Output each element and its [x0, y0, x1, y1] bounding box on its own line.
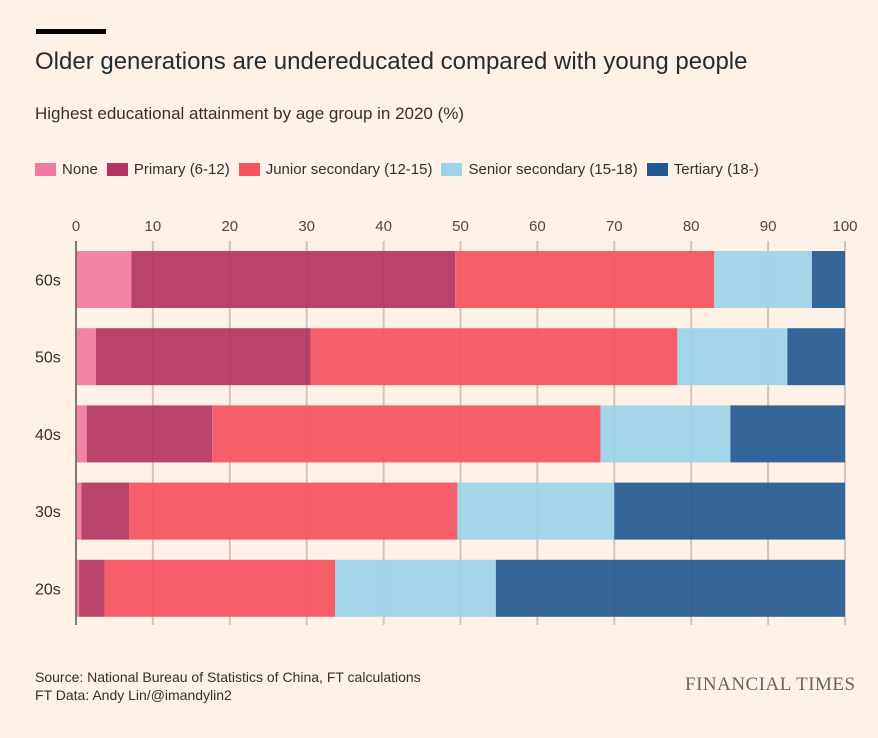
- bar-segment: [76, 328, 96, 386]
- category-label: 30s: [35, 504, 61, 521]
- bar-segment: [455, 251, 715, 308]
- bar-segment: [131, 251, 456, 308]
- bar-segment: [79, 559, 105, 617]
- legend-item-junior-secondary: Junior secondary (12-15): [238, 161, 433, 178]
- bar-segment: [714, 251, 812, 308]
- bar-segment: [495, 559, 845, 617]
- legend-swatch: [106, 163, 128, 176]
- bar-segment: [129, 482, 458, 540]
- bar-segment: [600, 405, 731, 463]
- x-tick-label: 90: [760, 218, 777, 235]
- x-tick-label: 50: [452, 218, 469, 235]
- brand-logo: FINANCIAL TIMES: [685, 674, 856, 695]
- category-label: 50s: [35, 350, 61, 367]
- category-label: 40s: [35, 427, 61, 444]
- x-tick-label: 60: [529, 218, 546, 235]
- legend-label: None: [62, 161, 98, 178]
- x-tick-label: 30: [298, 218, 315, 235]
- chart-title: Older generations are undereducated comp…: [35, 48, 748, 75]
- x-tick-label: 0: [72, 218, 80, 235]
- legend-label: Primary (6-12): [133, 161, 230, 178]
- bar-segment: [104, 559, 336, 617]
- stacked-bar-chart: 0 10 20 30 40 50 60 70 80 90 100 60s 50s 40s 30s 20s: [35, 218, 858, 625]
- legend-label: Junior secondary (12-15): [265, 161, 433, 178]
- bar-segment: [730, 405, 845, 463]
- category-label: 20s: [35, 581, 61, 598]
- top-rule: [36, 29, 106, 34]
- legend-item-tertiary: Tertiary (18-): [646, 161, 759, 178]
- bar-segment: [76, 482, 82, 540]
- legend-swatch: [35, 163, 56, 176]
- bar-segment: [457, 482, 615, 540]
- legend-item-senior-secondary: Senior secondary (15-18): [441, 161, 638, 178]
- source-line: Source: National Bureau of Statistics of…: [35, 669, 421, 685]
- source-note: Source: National Bureau of Statistics of…: [35, 668, 421, 704]
- bar-segment: [76, 251, 132, 308]
- bar-segment: [86, 405, 213, 463]
- bar-segment: [811, 251, 845, 308]
- legend-item-none: None: [35, 161, 98, 178]
- bar-segment: [787, 328, 845, 386]
- x-tick-label: 80: [683, 218, 700, 235]
- x-tick-label: 20: [221, 218, 238, 235]
- bar-segment: [76, 559, 80, 617]
- credit-line: FT Data: Andy Lin/@imandylin2: [35, 687, 232, 703]
- bar-segment: [310, 328, 678, 386]
- x-tick-label: 10: [145, 218, 162, 235]
- legend: None Primary (6-12) Junior secondary (12…: [35, 161, 768, 178]
- legend-swatch: [646, 163, 668, 176]
- bar-segment: [614, 482, 845, 540]
- x-tick-label: 70: [606, 218, 623, 235]
- bar-segment: [677, 328, 788, 386]
- legend-item-primary: Primary (6-12): [106, 161, 230, 178]
- x-tick-label: 100: [832, 218, 857, 235]
- chart-subtitle: Highest educational attainment by age gr…: [35, 104, 465, 123]
- category-label: 60s: [35, 273, 61, 290]
- bar-segment: [335, 559, 496, 617]
- legend-label: Senior secondary (15-18): [468, 161, 638, 178]
- bar-segment: [81, 482, 130, 540]
- legend-swatch: [238, 163, 260, 176]
- bar-segment: [212, 405, 601, 463]
- bar-segment: [76, 405, 87, 463]
- legend-swatch: [441, 163, 463, 176]
- bar-segment: [95, 328, 311, 386]
- x-tick-label: 40: [375, 218, 392, 235]
- legend-label: Tertiary (18-): [673, 161, 759, 178]
